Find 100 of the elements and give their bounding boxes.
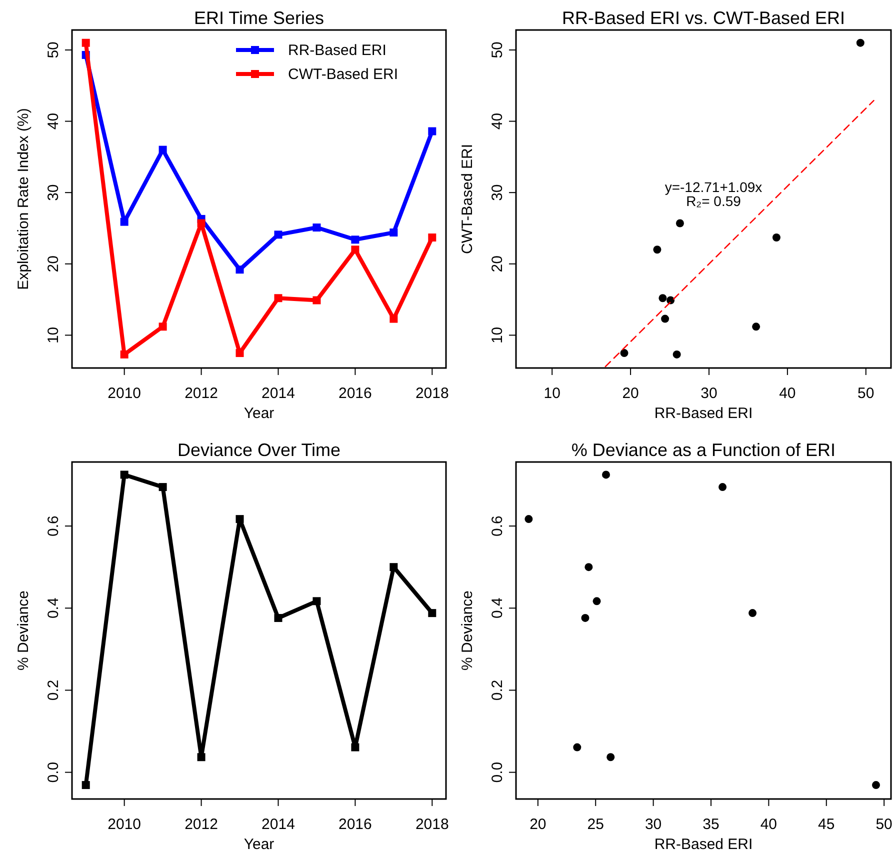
point (748, 609, 757, 618)
point (158, 146, 167, 154)
x-tick-label: 2016 (338, 385, 372, 402)
y-tick-label: 0.2 (489, 680, 506, 701)
point (274, 614, 282, 622)
x-tick-label: 2016 (338, 816, 372, 833)
chart-title: % Deviance as a Function of ERI (571, 440, 836, 460)
point (581, 614, 590, 622)
point (428, 234, 436, 242)
chart-title: Deviance Over Time (177, 440, 341, 460)
point (351, 743, 360, 752)
point (672, 350, 681, 358)
point (82, 781, 90, 790)
point (606, 753, 615, 762)
point (573, 743, 582, 752)
y-tick-label: 0.0 (489, 762, 506, 783)
y-tick-label: 0.4 (45, 598, 62, 619)
y-tick-label: 40 (45, 112, 62, 130)
point (752, 322, 760, 331)
y-tick-label: 0.6 (45, 516, 62, 536)
y-axis-title: CWT-Based ERI (459, 144, 476, 254)
y-axis-title: % Deviance (459, 590, 476, 671)
y-tick-label: 30 (489, 184, 506, 201)
point (390, 563, 398, 572)
point (718, 483, 727, 492)
point (676, 219, 684, 228)
point (428, 127, 436, 136)
y-tick-label: 50 (489, 42, 506, 58)
legend-label: RR-Based ERI (288, 42, 386, 59)
annotation: y=-12.71+1.09x (664, 179, 762, 196)
point (602, 470, 610, 479)
point (428, 609, 436, 618)
point (158, 322, 167, 331)
point (872, 781, 880, 790)
point (584, 563, 593, 572)
point (653, 246, 662, 254)
point (312, 597, 321, 606)
x-tick-label: 30 (644, 816, 662, 833)
point (236, 515, 244, 524)
y-tick-label: 0.4 (489, 598, 506, 619)
x-tick-label: 2012 (184, 816, 218, 833)
x-tick-label: 10 (544, 385, 560, 402)
x-tick-label: 35 (702, 816, 720, 833)
x-tick-label: 20 (530, 816, 546, 833)
point (620, 349, 628, 358)
x-tick-label: 30 (700, 385, 718, 402)
x-axis-title: Year (244, 405, 274, 422)
x-tick-label: 40 (779, 385, 796, 402)
y-tick-label: 40 (489, 112, 506, 130)
point (524, 515, 533, 524)
annotation: R₂= 0.59 (686, 193, 742, 210)
x-tick-label: 40 (760, 816, 778, 833)
x-tick-label: 2014 (262, 385, 295, 402)
point (666, 296, 675, 304)
point (158, 483, 167, 492)
point (236, 266, 244, 274)
x-tick-label: 25 (587, 816, 604, 833)
y-axis-title: % Deviance (15, 590, 32, 671)
point (856, 38, 864, 47)
x-tick-label: 2014 (262, 816, 295, 833)
x-tick-label: 50 (876, 816, 892, 833)
point (274, 230, 282, 239)
y-tick-label: 0.6 (489, 516, 506, 536)
x-tick-label: 2010 (108, 816, 142, 833)
x-tick-label: 20 (622, 385, 639, 402)
chart-title: ERI Time Series (194, 8, 324, 28)
legend-label: CWT-Based ERI (288, 66, 398, 83)
x-tick-label: 50 (858, 385, 874, 402)
point (351, 246, 360, 254)
y-tick-label: 20 (489, 256, 506, 272)
point (312, 296, 321, 304)
y-tick-label: 0.0 (45, 762, 62, 783)
x-tick-label: 2018 (415, 816, 449, 833)
x-axis-title: RR-Based ERI (654, 836, 753, 853)
x-axis-title: RR-Based ERI (654, 405, 753, 422)
point (120, 218, 128, 226)
y-tick-label: 10 (489, 326, 506, 344)
x-tick-label: 2018 (415, 385, 449, 402)
point (592, 597, 601, 606)
y-tick-label: 10 (45, 326, 62, 344)
x-tick-label: 2010 (108, 385, 142, 402)
y-tick-label: 20 (45, 256, 62, 272)
point (658, 294, 667, 302)
point (390, 314, 398, 323)
point (120, 470, 128, 479)
point (661, 314, 670, 323)
y-axis-title: Exploitation Rate Index (%) (15, 108, 32, 290)
x-axis-title: Year (244, 836, 274, 853)
point (390, 228, 398, 237)
point (274, 294, 282, 302)
y-tick-label: 50 (45, 42, 62, 58)
point (120, 350, 128, 358)
point (82, 38, 90, 47)
chart-title: RR-Based ERI vs. CWT-Based ERI (562, 8, 846, 28)
point (197, 753, 206, 762)
y-tick-label: 0.2 (45, 680, 62, 701)
y-tick-label: 30 (45, 184, 62, 201)
point (197, 219, 206, 228)
point (312, 224, 321, 232)
point (772, 234, 780, 242)
